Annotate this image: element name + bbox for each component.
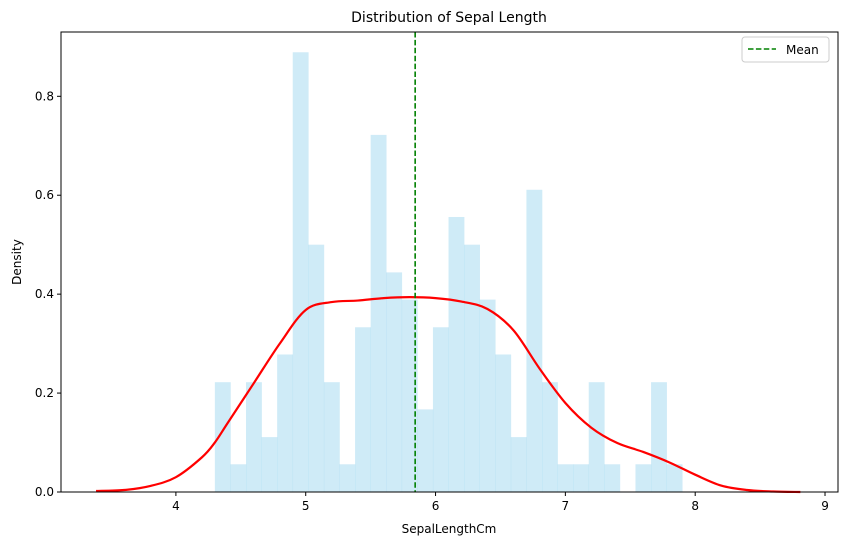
- y-tick-label: 0.2: [35, 386, 54, 400]
- histogram-bar: [339, 464, 356, 492]
- histogram-bar: [464, 244, 480, 492]
- x-tick-label: 5: [302, 499, 310, 513]
- histogram-bar: [386, 272, 403, 492]
- chart-title: Distribution of Sepal Length: [351, 10, 547, 26]
- histogram-bar: [323, 382, 340, 492]
- y-tick-label: 0.0: [35, 485, 54, 499]
- histogram-bar: [401, 299, 418, 492]
- histogram-bar: [495, 354, 512, 492]
- histogram-bar: [510, 437, 527, 492]
- y-tick-label: 0.4: [35, 287, 54, 301]
- y-axis-label: Density: [10, 239, 24, 285]
- histogram-bar: [261, 437, 278, 492]
- histogram-bar: [526, 189, 543, 492]
- y-axis-ticks: 0.0 0.2 0.4 0.6 0.8: [35, 89, 61, 499]
- histogram-bar: [292, 52, 309, 492]
- histogram-bar: [277, 354, 294, 492]
- histogram-bar: [214, 382, 231, 492]
- plot-frame: [60, 31, 839, 493]
- histogram-bar: [308, 244, 325, 492]
- x-tick-label: 7: [562, 499, 570, 513]
- histogram-bar: [370, 134, 387, 492]
- histogram-bar: [588, 382, 605, 492]
- histogram-bar: [557, 464, 574, 492]
- kde-line: [96, 296, 801, 494]
- histogram-bar: [246, 382, 262, 492]
- x-tick-label: 8: [691, 499, 699, 513]
- legend-box: [741, 36, 830, 63]
- histogram-bar: [604, 464, 621, 492]
- x-tick-label: 4: [172, 499, 180, 513]
- histogram-bar: [635, 464, 652, 492]
- histogram-bar: [230, 464, 247, 492]
- histogram-bar: [417, 409, 434, 492]
- histogram-bar: [355, 327, 371, 492]
- histogram-bar: [479, 299, 496, 492]
- x-axis-label: SepalLengthCm: [402, 522, 497, 536]
- y-tick-label: 0.8: [35, 89, 54, 103]
- histogram-bar: [542, 382, 558, 492]
- kde-curve-group: [96, 296, 801, 494]
- histogram-bar: [573, 464, 590, 492]
- histogram-bar: [651, 382, 667, 492]
- histogram-bar: [448, 216, 465, 492]
- histogram-bar: [432, 327, 449, 492]
- legend-mean-label: Mean: [786, 43, 819, 57]
- legend: Mean: [741, 36, 830, 63]
- histogram-bar: [666, 464, 683, 492]
- histogram-bars: [214, 52, 683, 492]
- x-tick-label: 9: [821, 499, 829, 513]
- y-tick-label: 0.6: [35, 188, 54, 202]
- x-tick-label: 6: [432, 499, 440, 513]
- x-axis-ticks: 4 5 6 7 8 9: [172, 492, 829, 513]
